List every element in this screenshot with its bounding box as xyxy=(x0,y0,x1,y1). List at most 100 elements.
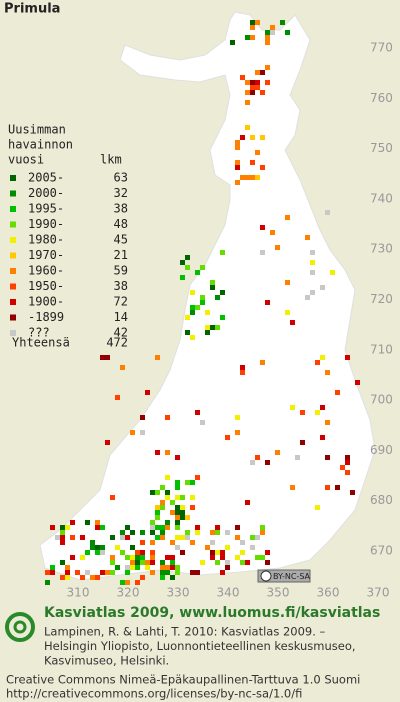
x-tick-label: 330 xyxy=(167,586,190,600)
y-tick-label: 770 xyxy=(370,41,393,55)
legend-count: 32 xyxy=(114,186,128,200)
occurrence-square xyxy=(130,430,135,435)
occurrence-square xyxy=(355,380,360,385)
occurrence-square xyxy=(160,525,165,530)
occurrence-square xyxy=(155,515,160,520)
occurrence-square xyxy=(80,575,85,580)
occurrence-square xyxy=(200,560,205,565)
occurrence-square xyxy=(195,570,200,575)
legend-label: 1960- xyxy=(28,264,64,278)
occurrence-square xyxy=(265,30,270,35)
occurrence-square xyxy=(160,570,165,575)
occurrence-square xyxy=(140,530,145,535)
legend-count: 14 xyxy=(114,310,128,324)
occurrence-square xyxy=(90,545,95,550)
legend-swatch xyxy=(10,330,16,336)
occurrence-square xyxy=(180,505,185,510)
occurrence-square xyxy=(90,540,95,545)
occurrence-square xyxy=(225,435,230,440)
occurrence-square xyxy=(110,570,115,575)
occurrence-square xyxy=(120,580,125,585)
legend-swatch xyxy=(10,314,16,321)
occurrence-square xyxy=(110,560,115,565)
legend-label: ??? xyxy=(28,326,50,340)
legend-header: Uusimman xyxy=(8,123,66,137)
occurrence-square xyxy=(145,390,150,395)
occurrence-square xyxy=(120,530,125,535)
occurrence-square xyxy=(125,555,130,560)
occurrence-square xyxy=(110,495,115,500)
occurrence-square xyxy=(225,545,230,550)
occurrence-square xyxy=(155,525,160,530)
occurrence-square xyxy=(125,580,130,585)
y-tick-label: 670 xyxy=(370,544,393,558)
occurrence-square xyxy=(310,260,315,265)
y-tick-label: 730 xyxy=(370,242,393,256)
occurrence-layer xyxy=(45,20,360,585)
occurrence-square xyxy=(190,570,195,575)
occurrence-square xyxy=(315,360,320,365)
occurrence-square xyxy=(265,35,270,40)
occurrence-square xyxy=(255,80,260,85)
occurrence-square xyxy=(250,85,255,90)
occurrence-square xyxy=(215,560,220,565)
occurrence-square xyxy=(275,245,280,250)
occurrence-square xyxy=(255,20,260,25)
occurrence-square xyxy=(335,485,340,490)
occurrence-square xyxy=(220,315,225,320)
y-tick-label: 700 xyxy=(370,393,393,407)
occurrence-square xyxy=(220,250,225,255)
occurrence-square xyxy=(120,365,125,370)
occurrence-square xyxy=(160,485,165,490)
legend-swatch xyxy=(10,206,16,212)
occurrence-square xyxy=(140,540,145,545)
occurrence-square xyxy=(175,485,180,490)
occurrence-square xyxy=(175,505,180,510)
occurrence-square xyxy=(85,520,90,525)
legend-label: 1980- xyxy=(28,233,64,247)
occurrence-square xyxy=(185,515,190,520)
occurrence-square xyxy=(295,455,300,460)
occurrence-square xyxy=(215,530,220,535)
occurrence-square xyxy=(265,65,270,70)
occurrence-square xyxy=(170,540,175,545)
legend-label: 1990- xyxy=(28,217,64,231)
legend-label: 2000- xyxy=(28,186,64,200)
occurrence-square xyxy=(85,550,90,555)
occurrence-square xyxy=(250,460,255,465)
occurrence-square xyxy=(245,35,250,40)
occurrence-square xyxy=(325,485,330,490)
occurrence-square xyxy=(60,530,65,535)
occurrence-square xyxy=(265,80,270,85)
y-tick-label: 710 xyxy=(370,342,393,356)
occurrence-square xyxy=(50,570,55,575)
occurrence-square xyxy=(345,470,350,475)
occurrence-square xyxy=(105,355,110,360)
occurrence-square xyxy=(260,70,265,75)
legend-label: 1900- xyxy=(28,295,64,309)
legend-count: 63 xyxy=(114,171,128,185)
occurrence-square xyxy=(190,480,195,485)
occurrence-square xyxy=(170,510,175,515)
occurrence-square xyxy=(160,560,165,565)
occurrence-square xyxy=(140,555,145,560)
occurrence-square xyxy=(175,535,180,540)
occurrence-square xyxy=(250,20,255,25)
occurrence-square xyxy=(155,355,160,360)
occurrence-square xyxy=(340,465,345,470)
occurrence-square xyxy=(195,270,200,275)
occurrence-square xyxy=(290,405,295,410)
footer-heading: Kasviatlas 2009, www.luomus.fi/kasviatla… xyxy=(44,605,380,621)
occurrence-square xyxy=(165,555,170,560)
occurrence-square xyxy=(150,530,155,535)
occurrence-square xyxy=(245,100,250,105)
legend-count: 38 xyxy=(114,202,128,216)
occurrence-square xyxy=(175,495,180,500)
occurrence-square xyxy=(70,520,75,525)
occurrence-square xyxy=(250,535,255,540)
occurrence-square xyxy=(285,30,290,35)
occurrence-square xyxy=(190,305,195,310)
occurrence-square xyxy=(175,480,180,485)
occurrence-square xyxy=(335,390,340,395)
occurrence-square xyxy=(320,285,325,290)
